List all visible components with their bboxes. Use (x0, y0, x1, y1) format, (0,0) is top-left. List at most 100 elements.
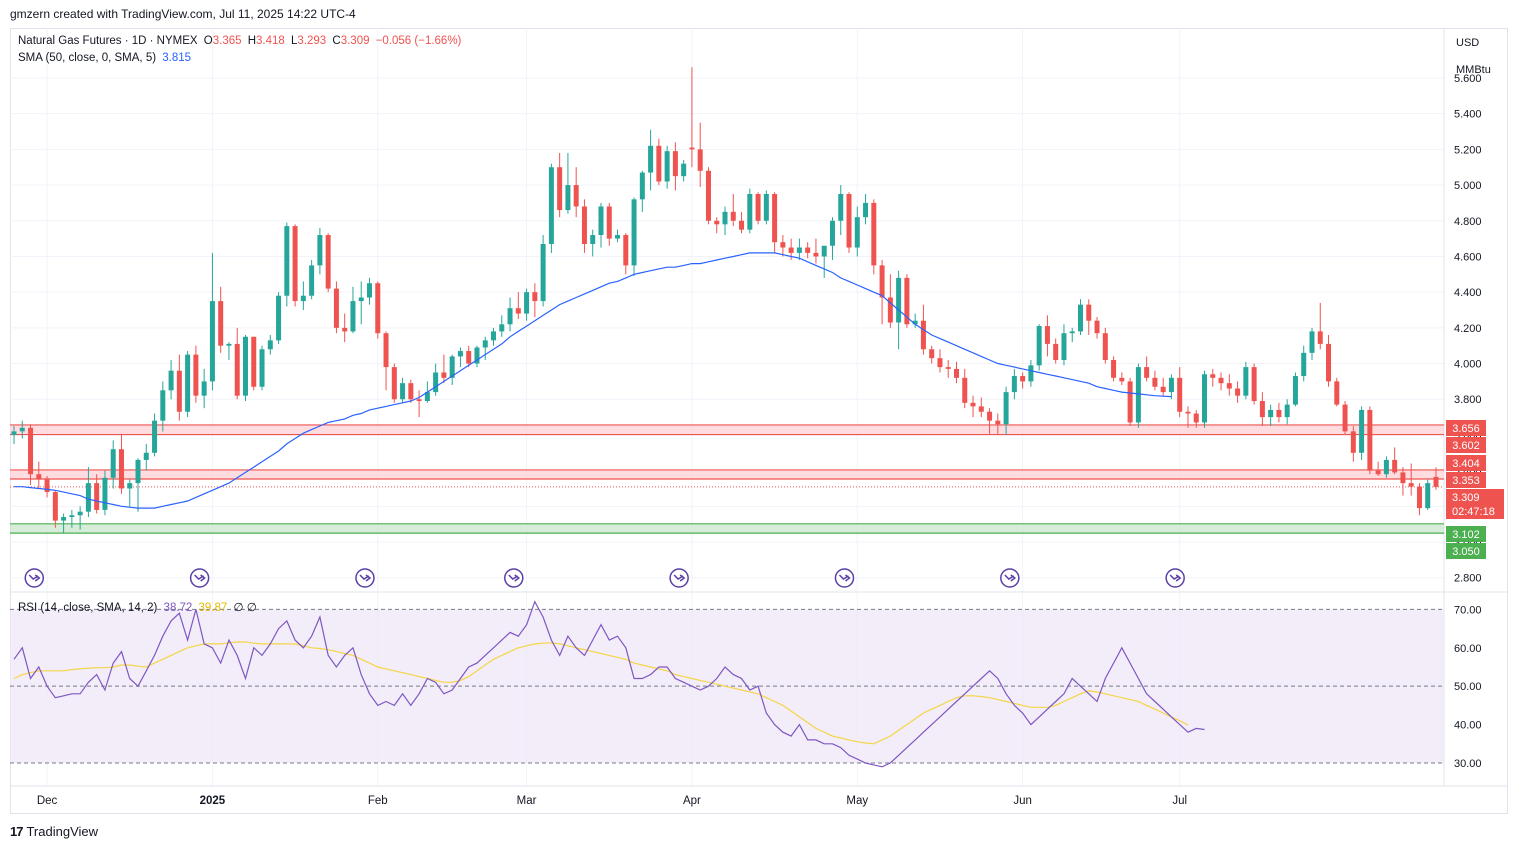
candle-body (813, 252, 819, 257)
candle-body (1375, 470, 1381, 475)
candle-body (747, 193, 753, 230)
candle-body (1020, 376, 1026, 382)
rsi-tick-label: 40.00 (1454, 720, 1482, 732)
candle-body (987, 411, 993, 421)
rsi-tick-label: 60.00 (1454, 643, 1482, 655)
candle-body (160, 390, 166, 421)
event-marker-icon[interactable] (1000, 568, 1020, 588)
rsi-ma-line (13, 641, 1189, 745)
badge-s-bot-text: 3.050 (1452, 546, 1480, 558)
candle-body (1392, 459, 1398, 473)
candles[interactable] (11, 67, 1439, 534)
price-axis[interactable]: 2.8003.0003.2003.4003.6003.8004.0004.200… (1454, 73, 1482, 770)
candle-body (1160, 386, 1166, 393)
candle-body (581, 206, 587, 244)
badge-s-top (1446, 526, 1486, 542)
candle-body (912, 320, 918, 325)
unit-label[interactable]: MMBtu (1456, 64, 1491, 76)
price-tick-label: 5.400 (1454, 109, 1482, 121)
badge-s-bot (1446, 543, 1486, 559)
candle-body (730, 211, 736, 221)
candle-body (408, 383, 414, 400)
candle-body (995, 420, 1001, 425)
badge-r1-top-text: 3.656 (1452, 423, 1480, 435)
candle-body (466, 351, 472, 364)
candle-body (697, 149, 703, 171)
candle-body (61, 517, 67, 521)
candle-body (1102, 333, 1108, 360)
candle-body (52, 492, 58, 521)
price-legend: Natural Gas Futures · 1D · NYMEX O3.365 … (18, 35, 467, 47)
badge-r2-bot (1446, 472, 1486, 488)
symbol-name[interactable]: Natural Gas Futures · 1D · NYMEX (18, 35, 198, 47)
rsi-extra: ∅ ∅ (233, 602, 257, 614)
rsi-legend[interactable]: RSI (14, close, SMA, 14, 2) 38.72 39.87 … (18, 600, 260, 614)
event-marker-icon[interactable] (1165, 568, 1185, 588)
candle-body (623, 235, 629, 266)
candle-body (19, 427, 25, 432)
candle-body (1061, 333, 1067, 360)
candle-body (292, 226, 298, 302)
sma-legend[interactable]: SMA (50, close, 0, SMA, 5) 3.815 (18, 52, 194, 64)
event-marker-icon[interactable] (504, 568, 524, 588)
candle-body (226, 343, 232, 346)
badge-r2-top-text: 3.404 (1452, 458, 1480, 470)
candle-body (846, 193, 852, 248)
event-marker-icon[interactable] (189, 568, 210, 588)
candle-body (1235, 388, 1241, 396)
candle-body (796, 247, 802, 253)
candle-body (284, 226, 290, 296)
time-tick-label: 2025 (200, 795, 226, 807)
candle-body (135, 459, 141, 484)
candle-body (457, 351, 463, 357)
candle-body (317, 235, 323, 266)
time-tick-label: Apr (683, 795, 701, 807)
sma-50-line (14, 252, 1172, 509)
ohlc-open: 3.365 (212, 35, 242, 47)
price-tick-label: 3.800 (1454, 394, 1482, 406)
footer-brand: 17 TradingView (10, 824, 98, 839)
candle-body (416, 399, 422, 402)
time-axis[interactable]: Dec 2025 Feb Mar Apr May Jun Jul (37, 795, 1187, 807)
event-markers[interactable] (24, 568, 1185, 588)
time-tick-label: Mar (517, 795, 537, 807)
event-marker-arrow (508, 574, 521, 582)
event-marker-icon[interactable] (355, 568, 375, 588)
price-zones (10, 424, 1444, 534)
candle-body (185, 354, 191, 412)
event-marker-icon[interactable] (669, 568, 689, 588)
sma-value: 3.815 (162, 52, 192, 64)
rsi-lines (13, 600, 1205, 768)
event-marker-arrow (28, 574, 41, 582)
price-tick-label: 4.200 (1454, 323, 1482, 335)
candle-body (168, 370, 174, 391)
zone-resistance-lower (10, 469, 1444, 480)
candle-body (615, 235, 621, 239)
candle-body (1342, 404, 1348, 432)
candle-body (1276, 409, 1282, 418)
candle-body (739, 220, 745, 230)
candle-body (788, 247, 794, 253)
candle-body (1069, 331, 1075, 334)
ohlc-h-label: H (247, 35, 257, 47)
rsi-line (13, 600, 1205, 768)
candle-body (524, 292, 530, 314)
time-tick-label: Jul (1172, 795, 1187, 807)
currency-label[interactable]: USD (1456, 37, 1480, 49)
candle-body (400, 383, 406, 400)
candle-body (805, 247, 811, 253)
rsi-label: RSI (14, close, SMA, 14, 2) (18, 602, 158, 614)
event-marker-icon[interactable] (834, 568, 855, 588)
candle-body (424, 392, 430, 402)
candle-body (251, 336, 257, 387)
candle-body (871, 202, 877, 266)
candle-body (1094, 320, 1100, 334)
candle-body (28, 427, 34, 475)
ohlc-close: 3.309 (340, 35, 370, 47)
rsi-tick-label: 30.00 (1454, 758, 1482, 770)
event-marker-icon[interactable] (24, 568, 45, 588)
candle-body (1408, 483, 1414, 487)
candle-body (705, 170, 711, 221)
candle-body (648, 145, 654, 173)
